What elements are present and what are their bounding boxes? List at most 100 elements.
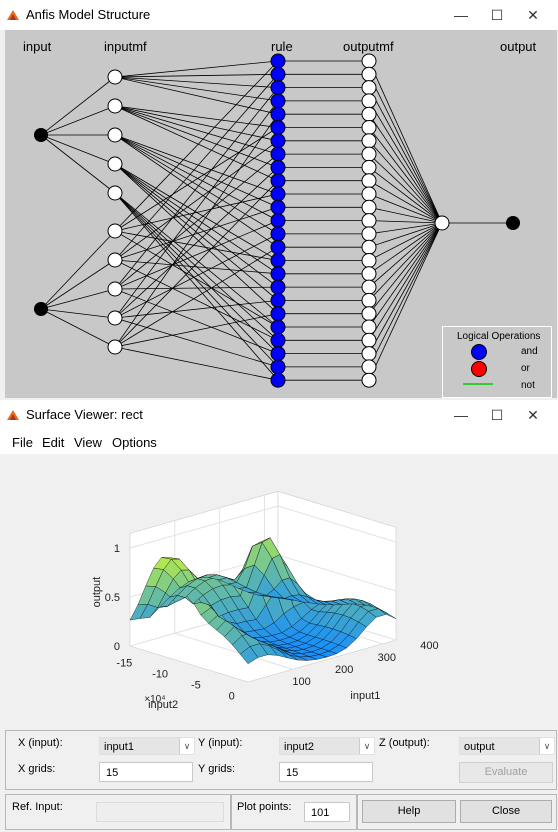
and-node-icon [471,344,487,360]
y-tick-label: -5 [191,679,201,691]
x-axis-label: input1 [350,690,380,702]
legend-box: Logical Operations and or not [442,326,552,398]
rule-node [270,346,286,362]
mf-rule-link [114,220,279,290]
z-tick-label: 1 [114,543,120,555]
outputmf-sum-link [368,222,443,288]
mf-rule-link [114,192,279,341]
outputmf-node [361,226,377,242]
menu-view[interactable]: View [74,435,102,450]
x-tick-label: 100 [292,676,310,688]
outputmf-node [361,213,377,229]
mf-rule-link [114,153,279,290]
x-input-select[interactable]: input1 ∨ [99,737,195,755]
rule-node [270,120,286,135]
menu-file[interactable]: File [12,435,33,450]
mf-rule-link [114,105,279,128]
mf-rule-link [114,163,279,288]
close-window-button[interactable]: ✕ [527,407,539,423]
buttons-panel: Help Close [357,794,557,830]
input-mf-link [40,308,116,348]
mf-rule-link [114,127,279,232]
maximize-button[interactable]: ☐ [490,7,504,23]
legend-or: or [521,363,530,374]
mf-rule-link [114,105,279,168]
outputmf-sum-link [368,222,443,261]
menu-edit[interactable]: Edit [42,435,65,450]
outputmf-node [361,120,377,135]
y-input-value: input2 [284,741,314,753]
outputmf-node [361,332,377,348]
mf-rule-link [114,105,279,155]
rule-node [270,306,286,322]
outputmf-sum-link [368,74,443,224]
surface-mesh [129,537,397,665]
mf-rule-link [114,288,279,354]
evaluate-button[interactable]: Evaluate [459,762,553,783]
mf-rule-link [114,60,279,232]
sum-node [434,215,450,231]
outputmf-node [361,173,377,189]
mf-rule-link [114,192,279,381]
x-grids-input[interactable]: 15 [99,762,193,782]
outputmf-node [361,53,377,69]
maximize-button[interactable]: ☐ [490,407,504,423]
outputmf-node [361,146,377,162]
grid-line [174,632,293,670]
outputmf-node [361,306,377,322]
minimize-button[interactable]: — [454,407,468,423]
rule-node [270,279,286,295]
outputmf-sum-link [368,180,443,224]
minimize-button[interactable]: — [454,7,468,23]
inputmf-node [107,252,123,268]
rule-node [270,173,286,189]
y-grids-label: Y grids: [198,763,236,775]
z-output-select[interactable]: output ∨ [459,737,555,755]
rule-node [270,359,286,375]
menu-options[interactable]: Options [112,435,157,450]
mf-rule-link [114,134,279,248]
inputmf-node [107,127,123,143]
plot-area: 100 200 300 400 0 -5 -10 -15 0 0.5 1 ×10⁴ input1 inpu… [0,456,558,718]
z-tick-label: 0 [114,641,120,653]
rule-node [270,80,286,96]
surface-window: Surface Viewer: rect — ☐ ✕ File Edit Vie… [0,400,558,832]
y-grids-input[interactable]: 15 [279,762,373,782]
outputmf-sum-link [368,87,443,224]
close-window-button[interactable]: ✕ [527,7,539,23]
anfis-canvas: input inputmf rule outputmf output Logic… [5,30,557,398]
rule-node [270,53,286,69]
outputmf-node [361,359,377,375]
mf-rule-link [114,87,279,290]
header-inputmf: inputmf [104,39,147,54]
x-tick-label: 200 [335,664,353,676]
mf-rule-link [114,74,279,261]
anfis-titlebar: Anfis Model Structure — ☐ ✕ [0,0,558,30]
rule-node [270,253,286,268]
grid-line [277,554,397,592]
mf-rule-link [114,230,279,328]
mf-rule-link [114,134,279,235]
mf-rule-link [114,60,279,78]
help-button[interactable]: Help [362,800,456,823]
mf-rule-link [114,100,279,319]
matlab-icon [7,410,19,420]
outputmf-node [361,279,377,295]
plot-points-label: Plot points: [237,801,292,813]
input-mf-link [40,76,116,136]
surface-patch [129,604,149,621]
header-output: output [500,39,537,54]
y-input-select[interactable]: input2 ∨ [279,737,375,755]
plot-points-input[interactable]: 101 [304,802,350,822]
z-output-label: Z (output): [379,737,430,749]
ref-input-field[interactable] [96,802,224,822]
rule-node [270,106,286,122]
surface-plot[interactable]: 100 200 300 400 0 -5 -10 -15 0 0.5 1 ×10⁴ input1 inpu… [0,456,558,718]
y-input-label: Y (input): [198,737,243,749]
outputmf-sum-link [368,222,443,328]
close-button[interactable]: Close [460,800,552,823]
mf-rule-link [114,76,279,88]
input-mf-link [40,308,116,319]
x-tick-label: 300 [378,652,396,664]
inputmf-node [107,339,123,355]
